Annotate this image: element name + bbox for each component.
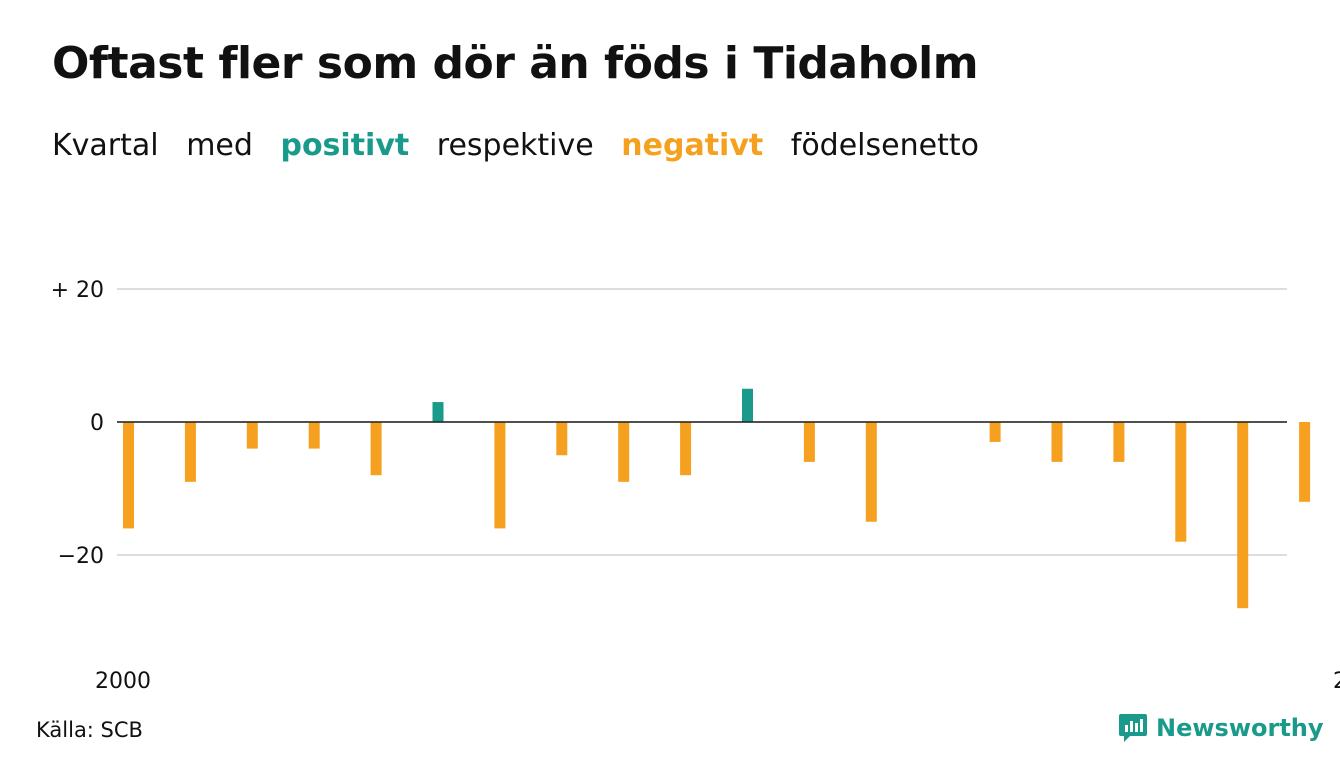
bar bbox=[680, 422, 692, 476]
bar bbox=[370, 422, 382, 476]
bar bbox=[1175, 422, 1187, 542]
bar bbox=[123, 422, 134, 529]
bar bbox=[803, 422, 815, 462]
subtitle-word: med bbox=[186, 128, 253, 163]
bar bbox=[246, 422, 258, 449]
brand-logo: Newsworthy bbox=[1118, 712, 1324, 744]
bar bbox=[1113, 422, 1125, 462]
bar bbox=[1051, 422, 1063, 462]
x-tick-label: 2005 bbox=[1333, 669, 1340, 694]
bar bbox=[432, 402, 444, 422]
subtitle-word: födelsenetto bbox=[790, 128, 979, 163]
chart-subtitle: Kvartal med positivt respektive negativt… bbox=[52, 128, 997, 163]
brand-name: Newsworthy bbox=[1156, 714, 1324, 742]
bar bbox=[494, 422, 506, 529]
bar bbox=[556, 422, 568, 456]
y-tick-label: −20 bbox=[58, 544, 104, 569]
subtitle-positive-label: positivt bbox=[280, 128, 410, 163]
bar bbox=[184, 422, 196, 482]
y-tick-label: + 20 bbox=[51, 278, 104, 303]
bar bbox=[865, 422, 877, 522]
newsworthy-logo-icon bbox=[1119, 714, 1147, 742]
bar bbox=[989, 422, 1001, 442]
bar bbox=[1237, 422, 1249, 609]
source-label: Källa: SCB bbox=[36, 718, 143, 742]
bar bbox=[308, 422, 320, 449]
y-tick-label: 0 bbox=[90, 411, 104, 436]
bar bbox=[742, 388, 753, 422]
subtitle-word: respektive bbox=[436, 128, 594, 163]
chart-title: Oftast fler som dör än föds i Tidaholm bbox=[52, 38, 979, 89]
subtitle-word: Kvartal bbox=[52, 128, 159, 163]
bar bbox=[618, 422, 630, 482]
bar bbox=[1299, 422, 1311, 502]
x-tick-label: 2000 bbox=[95, 669, 151, 694]
subtitle-negative-label: negativt bbox=[621, 128, 764, 163]
